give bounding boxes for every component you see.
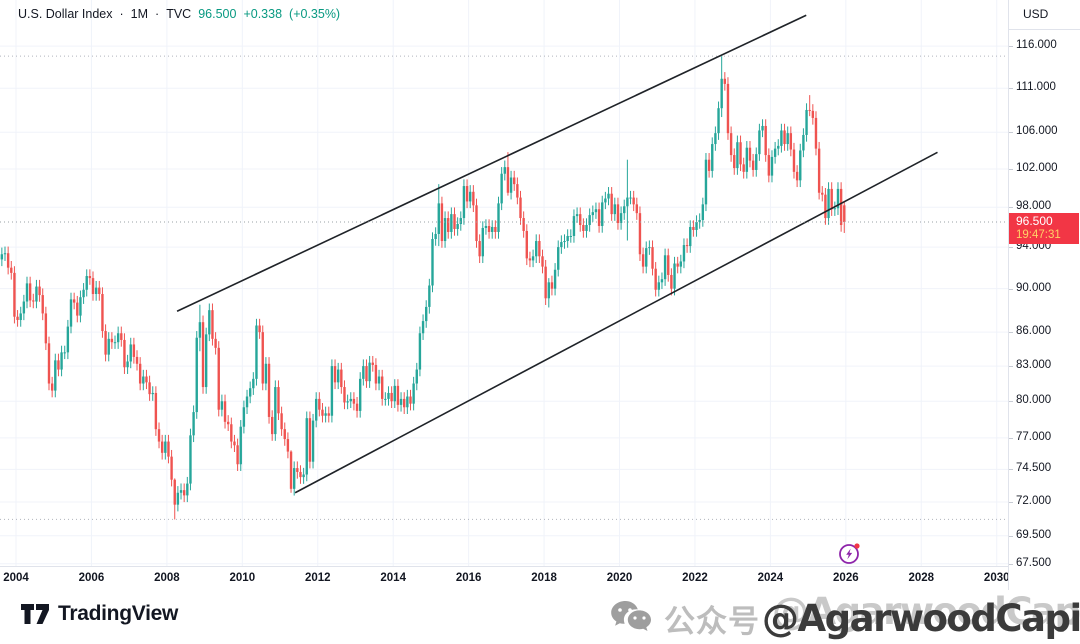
price-tick-mark (1009, 288, 1013, 290)
price-tick-mark (1009, 401, 1013, 403)
time-tick-label: 2030 (983, 572, 1008, 584)
wechat-watermark: 公众号 @AgarwoodCapital @AgarwoodCapital (608, 590, 1080, 644)
price-tick-label: 116.000 (1016, 39, 1057, 52)
last-price-badge: 96.500 19:47:31 (1009, 213, 1079, 245)
chart-pane[interactable]: U.S. Dollar Index · 1M · TVC 96.500 +0.3… (0, 0, 1008, 566)
currency-label[interactable]: USD (1009, 0, 1080, 30)
price-axis[interactable]: USD 116.000 111.000 106.000 102.000 98.000 94… (1008, 0, 1080, 590)
price-tick-label: 90.000 (1016, 281, 1052, 294)
exchange-label: TVC (166, 7, 192, 21)
price-tick-mark (1009, 88, 1013, 90)
price-tick-label: 72.000 (1016, 495, 1052, 507)
price-tick-mark (1009, 247, 1013, 249)
tradingview-wordmark: TradingView (58, 602, 179, 625)
watermark-handle-text: @AgarwoodCapital @AgarwoodCapital (762, 590, 1080, 640)
price-tick-label: 80.000 (1016, 394, 1052, 407)
time-tick-label: 2012 (304, 572, 331, 584)
tradingview-logo[interactable]: TradingView (20, 602, 178, 626)
price-tick-label: 83.000 (1016, 359, 1052, 372)
price-tick-mark (1009, 366, 1013, 368)
price-tick-mark (1009, 332, 1013, 334)
price-tick-mark (1009, 469, 1013, 471)
price-change-percent: (+0.35%) (289, 7, 341, 21)
symbol-title: U.S. Dollar Index (18, 7, 113, 21)
price-tick-mark (1009, 46, 1013, 48)
time-tick-label: 2020 (606, 572, 633, 584)
signal-flash-icon[interactable] (836, 540, 862, 566)
bar-close-countdown: 19:47:31 (1016, 229, 1061, 242)
time-tick-label: 2010 (229, 572, 256, 584)
time-axis[interactable]: 2004 2006 2008 2010 2012 2014 2016 2018 2020 2022… (0, 566, 1008, 593)
price-tick-label: 69.500 (1016, 528, 1052, 541)
chart-canvas[interactable] (0, 0, 1008, 566)
price-tick-label: 102.000 (1016, 162, 1058, 175)
price-tick-label: 67.500 (1016, 556, 1052, 569)
price-tick-label: 74.500 (1016, 462, 1052, 475)
price-tick-label: 77.000 (1016, 430, 1052, 443)
price-tick-mark (1009, 535, 1013, 537)
time-tick-label: 2006 (78, 572, 105, 584)
time-tick-label: 2022 (682, 572, 708, 584)
time-tick-label: 2014 (380, 572, 406, 584)
footer-bar: TradingView 公众号 @AgarwoodCapital @Agarwo… (0, 590, 1080, 644)
time-tick-label: 2008 (154, 572, 180, 584)
price-tick-mark (1009, 207, 1013, 209)
time-tick-label: 2024 (757, 572, 784, 584)
price-tick-mark (1009, 437, 1013, 439)
time-tick-label: 2016 (455, 572, 482, 584)
price-tick-mark (1009, 502, 1013, 503)
legend-separator: · (119, 7, 124, 21)
badge-price: 96.500 (1016, 214, 1053, 229)
interval-label[interactable]: 1M (130, 7, 149, 21)
price-tick-label: 106.000 (1016, 125, 1058, 138)
legend-separator: · (155, 7, 160, 21)
price-tick-mark (1009, 563, 1013, 565)
time-tick-label: 2026 (833, 572, 859, 584)
time-tick-label: 2018 (531, 572, 557, 584)
price-tick-label: 111.000 (1016, 81, 1056, 94)
time-tick-label: 2004 (3, 572, 29, 584)
symbol-legend[interactable]: U.S. Dollar Index · 1M · TVC 96.500 +0.3… (18, 7, 340, 21)
tradingview-logo-icon (21, 604, 49, 624)
watermark-cn-text: 公众号 (664, 603, 760, 639)
time-tick-label: 2028 (908, 572, 935, 584)
wechat-icon (611, 601, 651, 631)
last-price-value: 96.500 (198, 7, 237, 21)
price-tick-mark (1009, 169, 1013, 171)
price-change-value: +0.338 (243, 7, 283, 21)
price-tick-label: 86.000 (1016, 325, 1052, 338)
price-tick-mark (1009, 132, 1013, 134)
price-tick-label: 98.000 (1016, 200, 1052, 213)
